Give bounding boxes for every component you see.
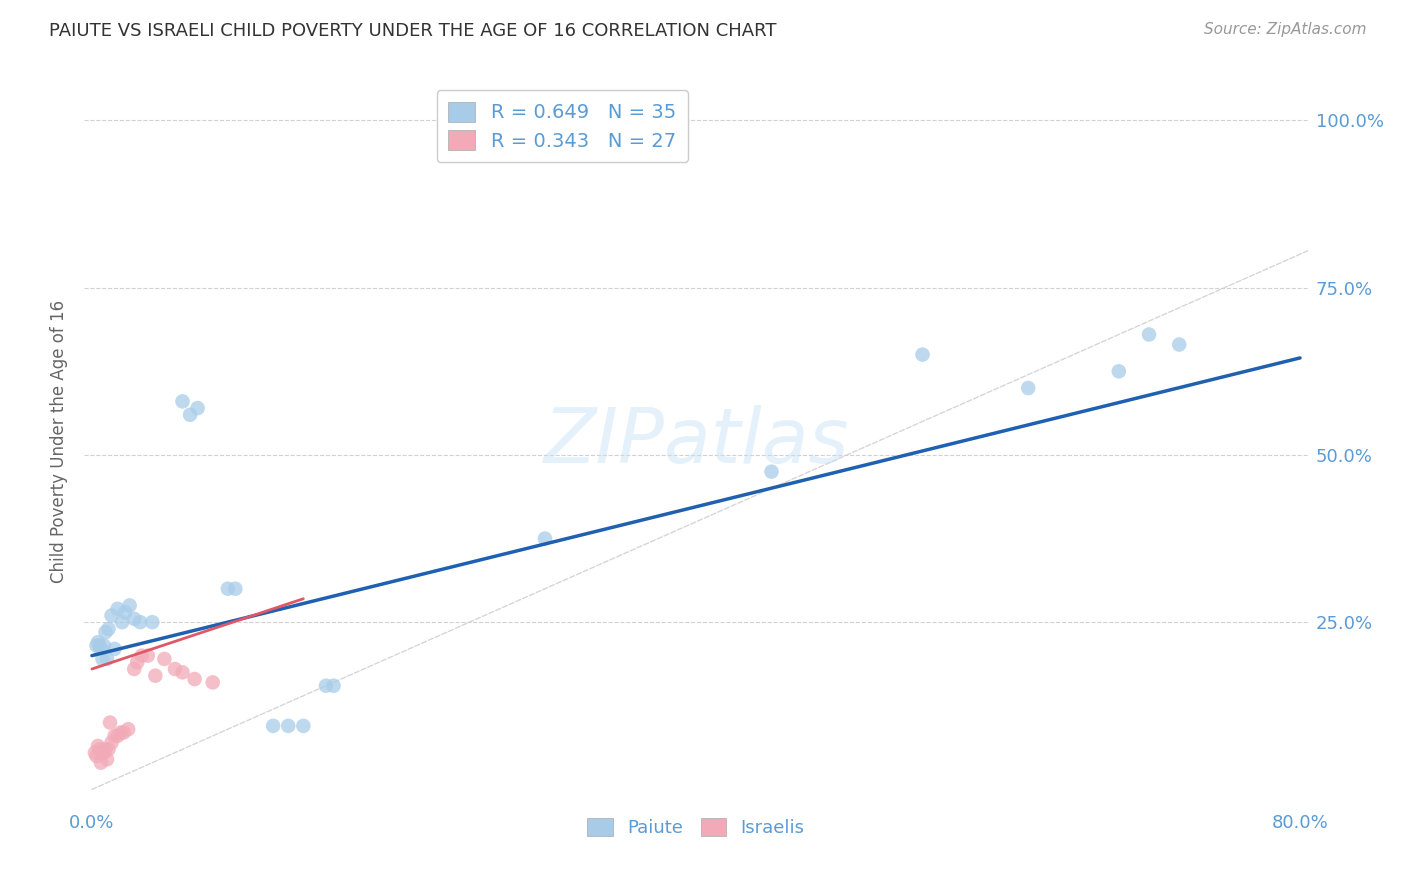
Point <box>1137 327 1160 342</box>
Point <box>201 675 224 690</box>
Point <box>100 608 122 623</box>
Point <box>277 719 299 733</box>
Point <box>91 746 114 760</box>
Point <box>97 622 120 636</box>
Legend: Paiute, Israelis: Paiute, Israelis <box>581 811 811 845</box>
Point <box>172 394 194 409</box>
Point <box>122 662 145 676</box>
Point <box>94 742 117 756</box>
Point <box>93 639 115 653</box>
Point <box>111 615 134 630</box>
Y-axis label: Child Poverty Under the Age of 16: Child Poverty Under the Age of 16 <box>51 300 69 583</box>
Point <box>103 729 125 743</box>
Point <box>118 599 141 613</box>
Point <box>136 648 159 663</box>
Point <box>103 642 125 657</box>
Point <box>97 742 120 756</box>
Point <box>87 739 110 753</box>
Point <box>217 582 239 596</box>
Point <box>96 652 118 666</box>
Point <box>911 348 934 362</box>
Point <box>90 642 112 657</box>
Point <box>1168 337 1191 351</box>
Point <box>114 605 136 619</box>
Point <box>90 756 112 770</box>
Point <box>96 752 118 766</box>
Point <box>129 615 152 630</box>
Point <box>112 725 135 739</box>
Point <box>1108 364 1130 378</box>
Point <box>141 615 163 630</box>
Point <box>89 742 111 756</box>
Point <box>89 639 111 653</box>
Point <box>107 729 129 743</box>
Point <box>761 465 783 479</box>
Point <box>93 746 115 760</box>
Point <box>94 625 117 640</box>
Point <box>1017 381 1039 395</box>
Point <box>163 662 186 676</box>
Point <box>117 723 139 737</box>
Point <box>224 582 246 596</box>
Point <box>315 679 337 693</box>
Point <box>131 648 153 663</box>
Point <box>122 612 145 626</box>
Point <box>292 719 315 733</box>
Point <box>107 602 129 616</box>
Text: ZIPatlas: ZIPatlas <box>543 405 849 478</box>
Point <box>322 679 344 693</box>
Point <box>98 715 121 730</box>
Point <box>84 746 107 760</box>
Point <box>127 655 149 669</box>
Text: Source: ZipAtlas.com: Source: ZipAtlas.com <box>1204 22 1367 37</box>
Point <box>172 665 194 680</box>
Point <box>100 735 122 749</box>
Point <box>187 401 209 416</box>
Point <box>87 635 110 649</box>
Point <box>153 652 176 666</box>
Point <box>86 749 108 764</box>
Point <box>262 719 284 733</box>
Point <box>110 725 132 739</box>
Point <box>91 652 114 666</box>
Point <box>534 532 557 546</box>
Point <box>143 669 166 683</box>
Text: PAIUTE VS ISRAELI CHILD POVERTY UNDER THE AGE OF 16 CORRELATION CHART: PAIUTE VS ISRAELI CHILD POVERTY UNDER TH… <box>49 22 776 40</box>
Point <box>179 408 201 422</box>
Point <box>183 672 205 686</box>
Point <box>86 639 108 653</box>
